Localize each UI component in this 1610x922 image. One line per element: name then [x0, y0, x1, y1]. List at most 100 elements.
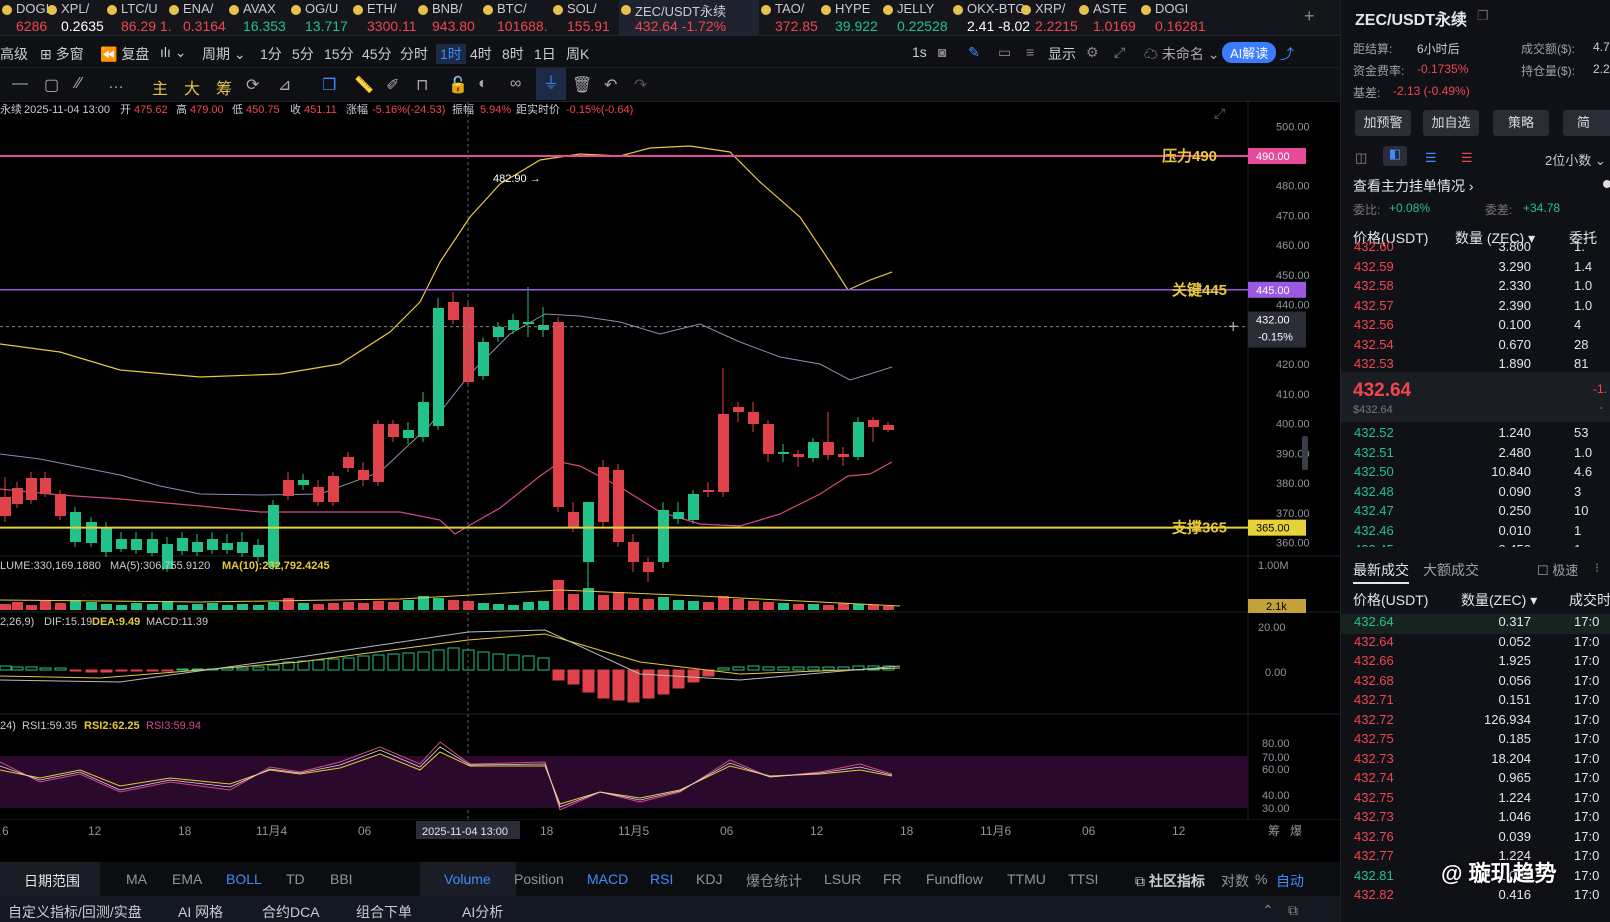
undo-icon[interactable]: ↶ [604, 77, 618, 94]
filter-icon[interactable]: ⏚ [536, 68, 566, 100]
period-1d[interactable]: 1日 [534, 46, 556, 62]
ask-row[interactable]: 432.54 0.670 28 [1354, 336, 1589, 352]
refresh-1s[interactable]: 1s [912, 44, 927, 60]
period-15m[interactable]: 15分 [324, 46, 354, 62]
ind-fr[interactable]: FR [883, 871, 902, 887]
line-tool-icon[interactable]: — [12, 75, 28, 92]
bid-row[interactable]: 432.48 0.090 3 [1354, 483, 1582, 499]
ind-volume[interactable]: Volume [444, 871, 491, 887]
period-5m[interactable]: 5分 [292, 46, 314, 62]
ind-macd[interactable]: MACD [587, 871, 629, 887]
cycle-icon[interactable]: ⟳ [246, 77, 260, 94]
ask-row[interactable]: 432.56 0.100 4 [1354, 317, 1582, 332]
ticker-item[interactable]: HYPE 39.922 [819, 0, 881, 35]
pen-icon[interactable]: ✎ [968, 44, 980, 60]
bid-row[interactable]: 432.50 10.840 4.6 [1354, 464, 1593, 479]
advanced-button[interactable]: 高级 [0, 46, 28, 62]
bid-row[interactable]: 432.46 0.010 1 [1354, 522, 1582, 538]
fullscreen-icon[interactable]: ⤢ [1114, 44, 1126, 60]
rect-tool-icon[interactable]: ▢ [44, 77, 60, 94]
more-tools-icon[interactable]: … [108, 75, 124, 92]
eye-icon[interactable]: ◐ [478, 75, 488, 92]
multi-window-button[interactable]: ⊞ 多窗 [40, 46, 84, 62]
ob-bids-icon[interactable]: ☰ [1425, 150, 1437, 165]
add-tab-icon[interactable]: + [1304, 6, 1315, 26]
share-icon[interactable]: ⤴ [1280, 46, 1294, 62]
copy-icon[interactable]: ❐ [322, 77, 337, 94]
period-dropdown[interactable]: 周期 ⌄ [202, 46, 246, 62]
qty-unit-dropdown[interactable]: 数量 (ZEC) ▾ [1455, 230, 1536, 246]
fast-mode-checkbox[interactable]: ☐ 极速 [1537, 563, 1579, 578]
add-watch-button[interactable]: 加自选 [1423, 110, 1479, 136]
ind-boll[interactable]: BOLL [226, 871, 262, 887]
auto-toggle[interactable]: 自动 [1276, 873, 1304, 889]
ticker-item[interactable]: DOGI 6286 [0, 0, 49, 35]
ticker-item[interactable]: XPL/0.2635 [45, 0, 105, 35]
cloud-layout-dropdown[interactable]: ☁ 未命名 ⌄ [1144, 46, 1220, 62]
period-week[interactable]: 周K [566, 46, 590, 62]
ticker-item[interactable]: BNB/943.80 [416, 0, 481, 35]
ind-bbi[interactable]: BBI [330, 871, 353, 887]
chip-button[interactable]: 筹 [216, 81, 233, 98]
magnet-icon[interactable]: ⊓ [416, 77, 429, 94]
combo-order-tab[interactable]: 组合下单 [356, 904, 412, 920]
toggle-dot[interactable] [1603, 180, 1610, 188]
lock-icon[interactable]: 🔓 [448, 77, 468, 94]
period-1m[interactable]: 1分 [260, 46, 282, 62]
ai-grid-tab[interactable]: AI 网格 [178, 904, 224, 920]
ask-row[interactable]: 432.53 1.890 81 [1354, 356, 1589, 371]
ticker-item[interactable]: XRP/2.2215 [1019, 0, 1078, 35]
ind-rsi[interactable]: RSI [650, 871, 674, 887]
ind-fundflow[interactable]: Fundflow [926, 871, 983, 887]
kline-chart[interactable]: 永续 2025-11-04 13:00 开 475.62 高 479.00 低 450.75 收… [0, 102, 1340, 862]
ind-liquidation[interactable]: 爆仓统计 [746, 873, 802, 889]
replay-button[interactable]: ⏪ 复盘 [100, 46, 150, 62]
ind-position[interactable]: Position [514, 871, 564, 887]
camera-icon[interactable]: ◙ [938, 44, 947, 60]
brief-button[interactable]: 简 [1563, 110, 1610, 136]
ai-analysis-tab[interactable]: AI分析 [462, 904, 504, 920]
ticker-item[interactable]: OKX-BTC 2.41 -8.02 [951, 0, 1030, 35]
period-timeshare[interactable]: 分时 [400, 46, 428, 62]
ticker-item[interactable]: ASTE 1.0169 [1077, 0, 1139, 35]
list-mode-icon[interactable]: ⁝ [1595, 560, 1600, 575]
ruler-icon[interactable]: 📏 [354, 77, 374, 94]
settings-icon[interactable]: ⚙ [1086, 44, 1099, 60]
list-icon[interactable]: ≡ [1026, 44, 1035, 60]
measure-icon[interactable]: ⊿ [278, 77, 292, 94]
ai-interpret-button[interactable]: AI解读 [1222, 42, 1277, 63]
ask-row[interactable]: 432.60 3.800 1. [1354, 239, 1585, 254]
ticker-item[interactable]: AVAX 16.353 [227, 0, 289, 35]
ticker-item[interactable]: BTC/101688. [481, 0, 551, 35]
ind-ttmu[interactable]: TTMU [1007, 871, 1046, 887]
redo-icon[interactable]: ↷ [634, 77, 648, 94]
ticker-item[interactable]: TAO/372.85 [759, 0, 819, 35]
decimal-dropdown[interactable]: 2位小数 ⌄ [1545, 153, 1606, 168]
log-scale-toggle[interactable]: 对数 [1221, 873, 1249, 889]
period-4h[interactable]: 4时 [470, 46, 492, 62]
percent-toggle[interactable]: % [1255, 871, 1268, 887]
ticker-item[interactable]: ETH/3300.11 [351, 0, 417, 35]
whale-orders-link[interactable]: 查看主力挂单情况 › [1353, 178, 1474, 194]
ticker-item[interactable]: JELLY 0.22528 [881, 0, 951, 35]
ind-ttsi[interactable]: TTSI [1068, 871, 1099, 887]
period-45m[interactable]: 45分 [362, 46, 392, 62]
ind-lsur[interactable]: LSUR [824, 871, 862, 887]
custom-indicator-tab[interactable]: 自定义指标/回测/实盘 [8, 904, 142, 920]
tab-latest-trades[interactable]: 最新成交 [1353, 562, 1409, 578]
ind-kdj[interactable]: KDJ [696, 871, 723, 887]
trash-icon[interactable]: 🗑 [572, 77, 593, 94]
big-order-button[interactable]: 大 [184, 81, 201, 98]
date-range-button[interactable]: 日期范围 [24, 873, 80, 889]
ticker-item[interactable]: ZEC/USDT永续 432.64 -1.72% [619, 0, 759, 35]
strategy-button[interactable]: 策略 [1493, 110, 1549, 136]
ticker-item[interactable]: ENA/0.3164 [167, 0, 227, 35]
brush-icon[interactable]: ✐ [386, 77, 400, 94]
ticker-item[interactable]: LTC/U 86.29 1. [105, 0, 172, 35]
contract-dca-tab[interactable]: 合约DCA [262, 904, 320, 920]
link-icon[interactable]: ∞ [510, 75, 522, 92]
ticker-item[interactable]: OG/U 13.717 [289, 0, 351, 35]
ind-ma[interactable]: MA [126, 871, 147, 887]
fib-tool-icon[interactable]: ⁄⁄ [76, 75, 82, 92]
ask-row[interactable]: 432.57 2.390 1.0 [1354, 297, 1593, 313]
